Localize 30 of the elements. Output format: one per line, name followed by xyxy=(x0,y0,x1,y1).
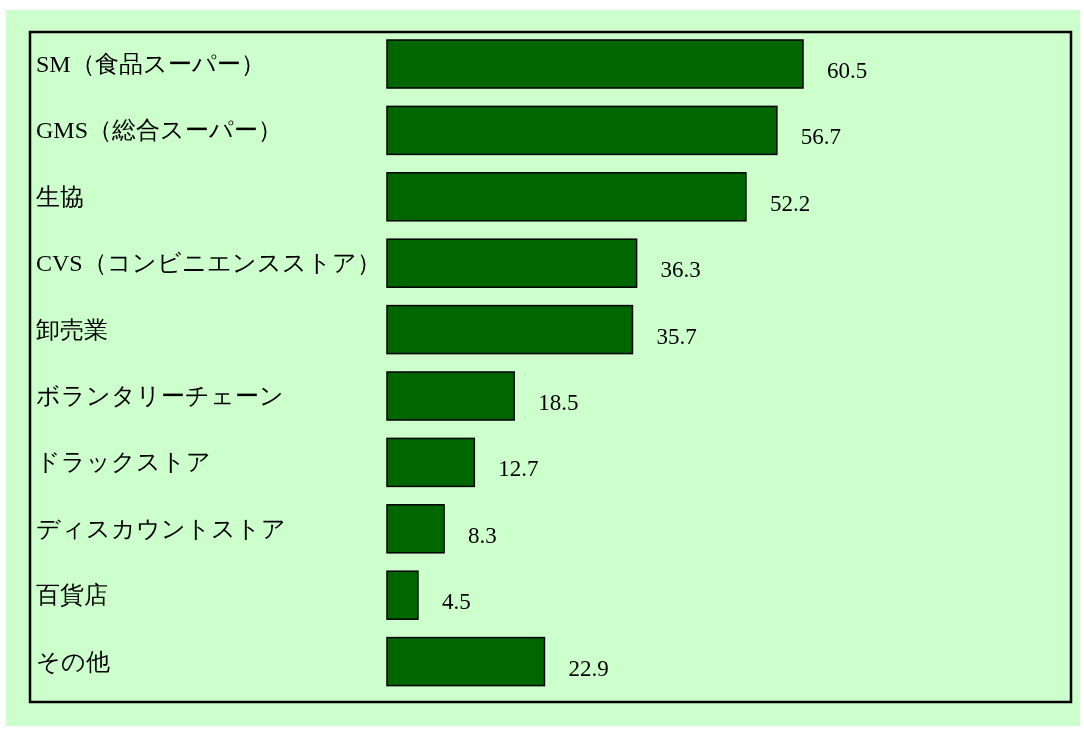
bar xyxy=(386,504,445,554)
data-label: 18.5 xyxy=(538,390,579,415)
data-label: 35.7 xyxy=(656,323,697,349)
data-label: 12.7 xyxy=(498,456,539,482)
data-label: 56.7 xyxy=(800,124,842,150)
bar xyxy=(386,570,419,620)
bar xyxy=(386,437,476,488)
bar xyxy=(386,238,638,288)
data-label: 60.5 xyxy=(827,58,868,83)
y-tick-label: ボランタリーチェーン xyxy=(36,383,284,409)
data-label: 22.9 xyxy=(568,655,609,681)
data-label: 4.5 xyxy=(441,589,471,615)
y-tick-label: 卸売業 xyxy=(36,316,108,343)
data-label: 36.3 xyxy=(660,257,701,283)
y-tick-label: 生協 xyxy=(36,183,84,210)
y-tick-label: ディスカウントストア xyxy=(36,515,286,542)
y-tick-label: 百貨店 xyxy=(36,582,108,609)
y-tick-label: CVS（コンビニエンスストア） xyxy=(36,250,381,277)
bar xyxy=(386,371,515,421)
y-tick-label: ドラックストア xyxy=(36,449,211,476)
y-tick-label: SM（食品スーパー） xyxy=(36,51,265,77)
y-tick-label: その他 xyxy=(36,648,110,675)
bar xyxy=(386,105,778,156)
bar xyxy=(386,172,747,222)
bar xyxy=(386,636,546,687)
y-tick-label: GMS（総合スーパー） xyxy=(36,117,283,144)
bar xyxy=(386,304,634,355)
bar xyxy=(386,39,804,89)
data-label: 8.3 xyxy=(468,522,497,548)
data-label: 52.2 xyxy=(769,190,811,216)
